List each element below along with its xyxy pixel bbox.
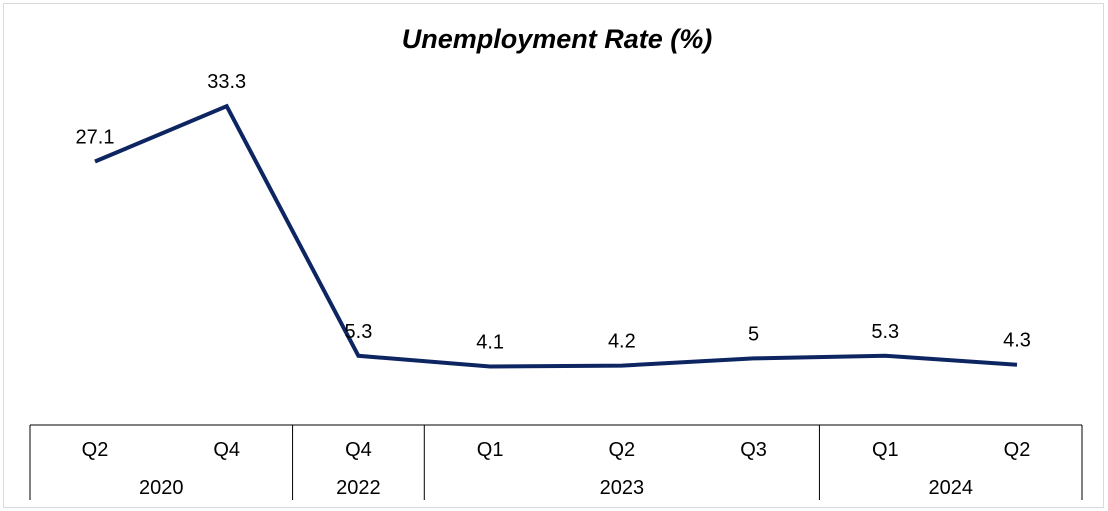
- quarter-tick-label: Q4: [213, 439, 240, 461]
- data-label: 5.3: [345, 321, 373, 343]
- quarter-tick-label: Q2: [1004, 439, 1031, 461]
- quarter-tick-label: Q4: [345, 439, 372, 461]
- quarter-tick-label: Q3: [740, 439, 767, 461]
- data-label: 4.3: [1003, 330, 1031, 352]
- chart-title: Unemployment Rate (%): [402, 24, 713, 54]
- data-label: 5.3: [871, 321, 899, 343]
- series-line: [94, 103, 1018, 369]
- year-tick-label: 2020: [139, 477, 184, 499]
- plot-area: 27.1 33.3 5.3 4.1 4.2 5 5.3 4.3: [76, 71, 1031, 369]
- year-tick-label: 2024: [928, 477, 973, 499]
- data-label: 4.2: [608, 331, 636, 353]
- category-axis: Q2 Q4 Q4 Q1 Q2 Q3 Q1 Q2 2020 2022 2023 2024: [29, 424, 1083, 500]
- quarter-tick-label: Q1: [872, 439, 899, 461]
- quarter-tick-label: Q2: [609, 439, 636, 461]
- data-label: 5: [748, 323, 759, 345]
- year-tick-label: 2022: [336, 477, 381, 499]
- data-label: 33.3: [207, 71, 246, 93]
- chart-frame: [3, 3, 1104, 508]
- year-tick-label: 2023: [600, 477, 645, 499]
- data-label: 27.1: [76, 126, 115, 148]
- data-label: 4.1: [476, 331, 504, 353]
- quarter-tick-label: Q2: [82, 439, 109, 461]
- quarter-tick-label: Q1: [477, 439, 504, 461]
